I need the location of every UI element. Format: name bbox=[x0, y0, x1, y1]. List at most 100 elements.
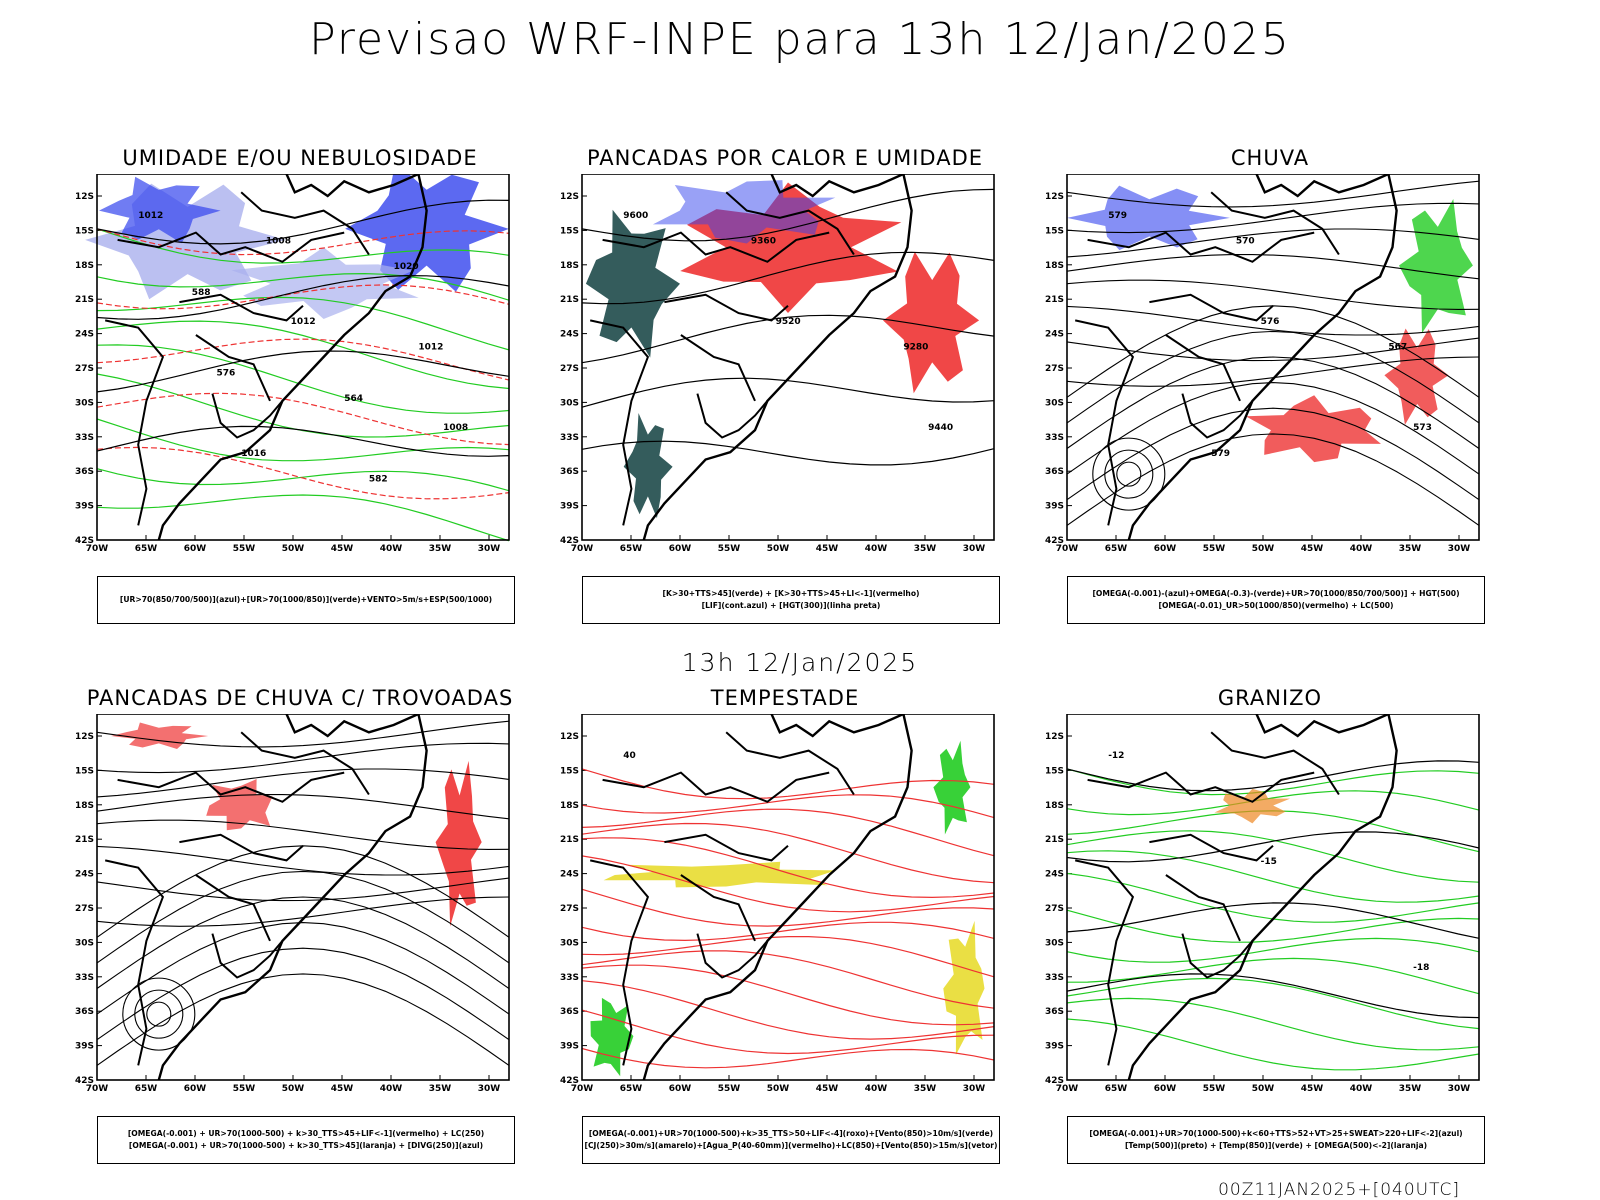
lon-label: 35W bbox=[1399, 1084, 1422, 1094]
map-frame bbox=[581, 714, 995, 1081]
panel-chuva: CHUVA 12S 15S 18S 21S 24S 27S 30S 33S 36S 39S 42S 7… bbox=[1030, 146, 1510, 624]
lat-label: 30S bbox=[560, 938, 579, 948]
lat-label: 21S bbox=[1045, 295, 1064, 305]
country-border bbox=[179, 833, 304, 862]
lat-label: 27S bbox=[560, 364, 579, 374]
lat-label: 27S bbox=[75, 904, 94, 914]
lon-label: 60W bbox=[1154, 544, 1177, 554]
lat-label: 42S bbox=[1045, 1076, 1064, 1086]
contour-label: 9600 bbox=[623, 211, 648, 221]
streamline bbox=[96, 896, 510, 989]
country-border bbox=[1074, 319, 1135, 526]
lat-label: 12S bbox=[75, 732, 94, 742]
instability-area-red bbox=[883, 251, 980, 394]
thickness-contour-red bbox=[96, 284, 510, 310]
lon-label: 40W bbox=[1350, 544, 1373, 554]
thickness-contour-red bbox=[96, 446, 510, 500]
lat-label: 24S bbox=[560, 330, 579, 340]
precip-water-contour bbox=[581, 768, 995, 800]
coastline bbox=[1127, 174, 1398, 541]
lat-label: 12S bbox=[1045, 732, 1064, 742]
contour-label: 576 bbox=[216, 368, 235, 378]
lat-label: 27S bbox=[75, 364, 94, 374]
lon-label: 70W bbox=[86, 544, 109, 554]
streamline bbox=[1066, 305, 1480, 336]
legend-line-2: [OMEGA(-0.001) + UR>70(1000-500) + k>30_… bbox=[128, 1141, 484, 1150]
temp850-contour bbox=[1066, 937, 1480, 963]
streamline bbox=[96, 845, 510, 876]
temp850-contour bbox=[1066, 872, 1480, 923]
humidity-contour-green bbox=[96, 418, 510, 462]
lon-label: 40W bbox=[380, 544, 403, 554]
lat-label: 30S bbox=[75, 398, 94, 408]
thunderstorm-area-red bbox=[435, 760, 482, 927]
lat-label: 42S bbox=[560, 1076, 579, 1086]
country-border bbox=[725, 731, 855, 796]
streamline bbox=[96, 720, 510, 748]
contour-label: 1008 bbox=[443, 423, 468, 433]
temp850-contour bbox=[1066, 768, 1480, 796]
panel-pancadas-calor: PANCADAS POR CALOR E UMIDADE 12S 15S 18S 21… bbox=[545, 146, 1025, 624]
panel-title: PANCADAS DE CHUVA C/ TROVOADAS bbox=[86, 686, 514, 710]
country-border bbox=[1149, 293, 1274, 322]
lon-label: 40W bbox=[1350, 1084, 1373, 1094]
lat-label: 42S bbox=[75, 536, 94, 546]
lon-label: 30W bbox=[963, 1084, 986, 1094]
legend-line-1: [OMEGA(-0.001)+UR>70(1000-500)+k<60+TTS>… bbox=[1089, 1129, 1463, 1138]
lat-label: 21S bbox=[560, 295, 579, 305]
jet-area-yellow bbox=[603, 861, 836, 888]
lon-label: 30W bbox=[478, 1084, 501, 1094]
streamline bbox=[1066, 180, 1480, 208]
country-border bbox=[1210, 731, 1340, 796]
precip-water-contour bbox=[581, 794, 995, 819]
lat-label: 12S bbox=[560, 192, 579, 202]
lat-label: 21S bbox=[560, 835, 579, 845]
lat-label: 21S bbox=[1045, 835, 1064, 845]
temp500-contour bbox=[1066, 902, 1480, 939]
temp850-contour bbox=[1066, 977, 1480, 1030]
country-border bbox=[1165, 334, 1241, 402]
coastline bbox=[157, 174, 428, 541]
contour-label: 1012 bbox=[418, 343, 443, 353]
temp850-contour bbox=[1066, 790, 1480, 816]
lat-label: 18S bbox=[1045, 801, 1064, 811]
lat-label: 12S bbox=[75, 192, 94, 202]
humidity-area-light bbox=[231, 247, 419, 319]
lon-label: 65W bbox=[620, 1084, 643, 1094]
lat-label: 15S bbox=[75, 766, 94, 776]
precip-water-contour bbox=[581, 1009, 995, 1055]
temp850-contour bbox=[1066, 810, 1480, 853]
lon-label: 50W bbox=[282, 1084, 305, 1094]
lon-label: 50W bbox=[767, 1084, 790, 1094]
legend-line-1: [OMEGA(-0.001) + UR>70(1000-500) + k>30_… bbox=[127, 1129, 485, 1138]
map-frame bbox=[96, 174, 510, 541]
temp850-contour bbox=[1066, 830, 1480, 883]
contour-label: 567 bbox=[1388, 343, 1407, 353]
lifted-index-area bbox=[652, 180, 836, 244]
humidity-contour-green bbox=[96, 228, 510, 264]
streamline bbox=[1066, 356, 1480, 449]
rain-area-red bbox=[1384, 328, 1449, 425]
lat-label: 27S bbox=[1045, 904, 1064, 914]
country-border bbox=[240, 191, 370, 256]
temp850-contour bbox=[1066, 997, 1480, 1051]
precip-water-contour bbox=[581, 950, 995, 1009]
lat-label: 36S bbox=[560, 1007, 579, 1017]
humidity-area-blue bbox=[99, 176, 221, 244]
thickness-contour-red bbox=[96, 228, 510, 256]
country-border bbox=[1074, 859, 1135, 1066]
legend-line-1: [UR>70(850/700/500)](azul)+[UR>70(1000/8… bbox=[119, 595, 493, 604]
lat-label: 18S bbox=[560, 801, 579, 811]
temp500-contour bbox=[1066, 831, 1480, 863]
lon-label: 70W bbox=[571, 544, 594, 554]
thickness-contour-red bbox=[96, 392, 510, 446]
humidity-contour-green bbox=[96, 296, 510, 351]
legend-line-2: [OMEGA(-0.01)_UR>50(1000/850)(vermelho) … bbox=[1158, 601, 1394, 610]
humidity-contour-green bbox=[96, 272, 510, 301]
contour-label: -12 bbox=[1108, 751, 1124, 761]
contour-label: 9280 bbox=[903, 343, 928, 353]
pressure-contour bbox=[96, 350, 510, 393]
